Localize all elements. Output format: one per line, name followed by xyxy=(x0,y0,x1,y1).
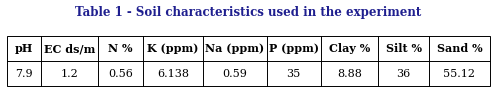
Text: N %: N % xyxy=(108,43,133,54)
Text: Table 1 - Soil characteristics used in the experiment: Table 1 - Soil characteristics used in t… xyxy=(76,6,421,19)
Text: Sand %: Sand % xyxy=(436,43,482,54)
Text: 0.56: 0.56 xyxy=(108,69,133,79)
Text: Silt %: Silt % xyxy=(386,43,421,54)
Text: 8.88: 8.88 xyxy=(337,69,362,79)
Text: 35: 35 xyxy=(287,69,301,79)
Text: Na (ppm): Na (ppm) xyxy=(205,43,264,54)
Text: 0.59: 0.59 xyxy=(223,69,248,79)
Text: 7.9: 7.9 xyxy=(15,69,33,79)
Text: pH: pH xyxy=(15,43,33,54)
Text: P (ppm): P (ppm) xyxy=(269,43,319,54)
Text: K (ppm): K (ppm) xyxy=(148,43,199,54)
Text: 1.2: 1.2 xyxy=(60,69,78,79)
Text: 36: 36 xyxy=(397,69,411,79)
Text: 55.12: 55.12 xyxy=(443,69,476,79)
Text: EC ds/m: EC ds/m xyxy=(44,43,95,54)
Text: Clay %: Clay % xyxy=(329,43,370,54)
Bar xyxy=(7,36,490,86)
Text: 6.138: 6.138 xyxy=(157,69,189,79)
